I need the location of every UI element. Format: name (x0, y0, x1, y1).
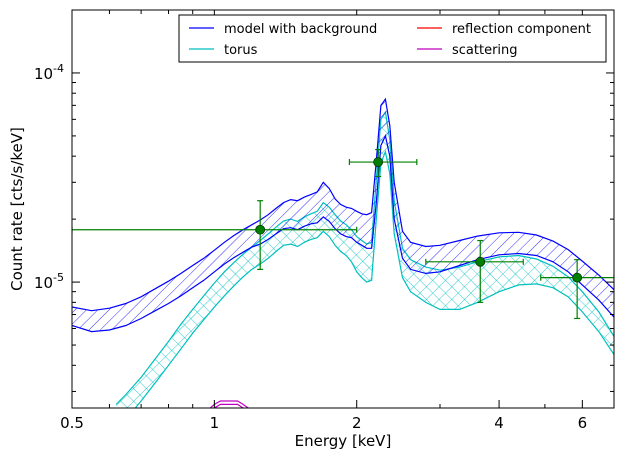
ticks-layer: 0.5 1 2 4 6 10-4 10-5 (34, 10, 614, 432)
legend-entry: scattering (417, 43, 518, 58)
data-points-layer (72, 149, 614, 320)
torus-band (116, 112, 614, 408)
legend-box (178, 14, 607, 63)
scattering-band (210, 401, 248, 412)
x-tick-label: 0.5 (60, 414, 84, 432)
data-point-marker (255, 224, 266, 235)
plot-frame (71, 9, 615, 409)
data-point (72, 200, 358, 270)
data-point-marker (572, 272, 583, 283)
model-with-background-upper-line (72, 97, 614, 312)
legend-entry: torus (189, 43, 258, 58)
data-point (540, 259, 614, 320)
x-tick-label: 6 (578, 414, 588, 432)
y-tick-label: 10-4 (34, 62, 64, 83)
model-with-background-band (72, 99, 614, 332)
x-tick-label: 4 (494, 414, 504, 432)
y-axis-label: Count rate [cts/s/keV] (8, 127, 26, 291)
legend: model with background reflection componen… (178, 14, 607, 63)
data-point (348, 149, 418, 178)
x-tick-label: 2 (352, 414, 362, 432)
data-point-marker (475, 256, 486, 267)
legend-label: scattering (452, 43, 518, 58)
scattering-upper-line (209, 400, 249, 408)
model-with-background-lower-line (72, 134, 614, 333)
legend-entry: model with background (189, 22, 377, 37)
legend-label: reflection component (452, 22, 591, 37)
y-tick-label: 10-5 (34, 271, 64, 292)
x-axis-label: Energy [keV] (295, 432, 392, 450)
series-layer (72, 97, 614, 412)
legend-label: model with background (224, 22, 377, 37)
legend-label: torus (224, 43, 258, 58)
data-point-marker (373, 157, 384, 167)
legend-entry: reflection component (417, 22, 591, 37)
x-tick-label: 1 (210, 414, 220, 432)
torus-lower-line (134, 149, 614, 408)
data-point (425, 239, 524, 303)
scattering-lower-line (213, 403, 245, 408)
